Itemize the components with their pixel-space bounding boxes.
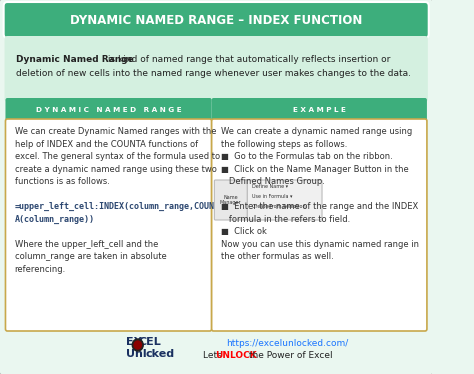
FancyBboxPatch shape <box>214 180 247 220</box>
Text: excel. The general syntax of the formula used to: excel. The general syntax of the formula… <box>15 152 220 161</box>
Text: CEL: CEL <box>139 337 162 347</box>
FancyBboxPatch shape <box>247 180 322 220</box>
Text: ■  Click ok: ■ Click ok <box>221 227 267 236</box>
Text: We can create a dynamic named range using: We can create a dynamic named range usin… <box>221 127 412 136</box>
Text: the Power of Excel: the Power of Excel <box>246 350 333 359</box>
Text: cked: cked <box>146 349 175 359</box>
Text: column_range are taken in absolute: column_range are taken in absolute <box>15 252 166 261</box>
Text: Name
Manager: Name Manager <box>220 194 242 205</box>
Text: We can create Dynamic Named ranges with the: We can create Dynamic Named ranges with … <box>15 127 216 136</box>
Text: functions is as follows.: functions is as follows. <box>15 177 109 186</box>
Text: create a dynamic named range using these two: create a dynamic named range using these… <box>15 165 217 174</box>
FancyBboxPatch shape <box>6 98 211 122</box>
Text: the other formulas as well.: the other formulas as well. <box>221 252 334 261</box>
Text: deletion of new cells into the named range whenever user makes changes to the da: deletion of new cells into the named ran… <box>17 68 411 77</box>
Text: E X A M P L E: E X A M P L E <box>293 107 346 113</box>
FancyBboxPatch shape <box>211 98 427 122</box>
Text: referencing.: referencing. <box>15 264 66 273</box>
Text: Now you can use this dynamic named range in: Now you can use this dynamic named range… <box>221 239 419 248</box>
FancyBboxPatch shape <box>5 36 428 102</box>
Text: D Y N A M I C   N A M E D   R A N G E: D Y N A M I C N A M E D R A N G E <box>36 107 182 113</box>
Text: ■  Go to the Formulas tab on the ribbon.: ■ Go to the Formulas tab on the ribbon. <box>221 152 392 161</box>
Circle shape <box>132 339 143 351</box>
Text: Unl: Unl <box>126 349 146 359</box>
Text: DYNAMIC NAMED RANGE – INDEX FUNCTION: DYNAMIC NAMED RANGE – INDEX FUNCTION <box>70 13 363 27</box>
Text: https://excelunlocked.com/: https://excelunlocked.com/ <box>226 340 348 349</box>
FancyBboxPatch shape <box>4 2 429 38</box>
Text: Defined Names Group.: Defined Names Group. <box>221 177 325 186</box>
Text: A(column_range)): A(column_range)) <box>15 215 95 224</box>
Text: Where the upper_left_cell and the: Where the upper_left_cell and the <box>15 239 158 248</box>
Text: Create from Selection: Create from Selection <box>252 203 305 208</box>
Text: the following steps as follows.: the following steps as follows. <box>221 140 347 148</box>
Text: is kind of named range that automatically reflects insertion or: is kind of named range that automaticall… <box>105 55 390 64</box>
Text: EX: EX <box>126 337 142 347</box>
Text: ■  Enter the name of the range and the INDEX: ■ Enter the name of the range and the IN… <box>221 202 418 211</box>
Text: Define Name ▾: Define Name ▾ <box>252 184 288 188</box>
Text: formula in the refers to field.: formula in the refers to field. <box>221 215 350 224</box>
Text: ■  Click on the Name Manager Button in the: ■ Click on the Name Manager Button in th… <box>221 165 409 174</box>
Text: =upper_left_cell:INDEX(column_range,COUNT: =upper_left_cell:INDEX(column_range,COUN… <box>15 202 219 211</box>
Text: help of INDEX and the COUNTA functions of: help of INDEX and the COUNTA functions o… <box>15 140 198 148</box>
Circle shape <box>134 341 141 349</box>
FancyBboxPatch shape <box>211 119 427 331</box>
Text: UNLOCK: UNLOCK <box>215 350 257 359</box>
Text: Lets: Lets <box>202 350 224 359</box>
Text: Dynamic Named Range: Dynamic Named Range <box>17 55 134 64</box>
FancyBboxPatch shape <box>6 119 211 331</box>
Text: Use in Formula ▾: Use in Formula ▾ <box>252 193 292 199</box>
